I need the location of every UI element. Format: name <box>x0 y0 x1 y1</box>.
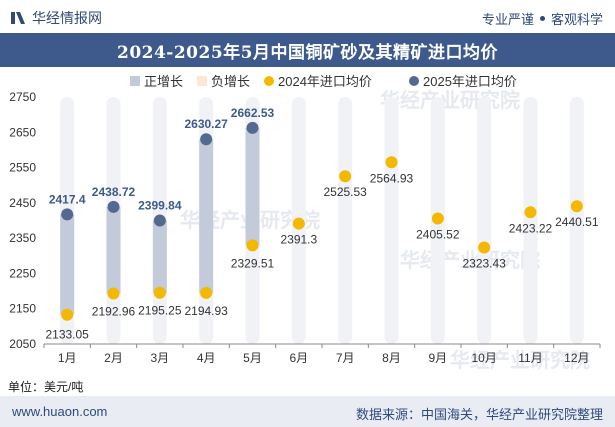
point-2025 <box>61 208 74 221</box>
data-label-2024: 2323.43 <box>462 257 506 271</box>
x-tick-label: 4月 <box>197 351 216 365</box>
data-label-2024: 2405.52 <box>416 228 460 242</box>
column-band <box>569 97 584 344</box>
growth-bar <box>199 139 214 293</box>
legend-label: 正增长 <box>144 74 183 89</box>
x-tick-label: 2月 <box>104 351 123 365</box>
brand-logo-icon <box>11 12 25 24</box>
top-bar: 华经情报网 专业严谨 客观科学 <box>0 0 615 33</box>
legend-swatch <box>197 76 207 86</box>
data-label-2025: 2662.53 <box>231 106 275 120</box>
point-2024 <box>107 287 120 300</box>
growth-bar <box>245 127 260 246</box>
y-tick-label: 2150 <box>9 302 36 316</box>
x-tick-label: 12月 <box>564 351 589 365</box>
data-label-2024: 2391.3 <box>280 233 317 247</box>
column-band <box>338 97 353 344</box>
point-2025 <box>153 214 166 227</box>
point-2024 <box>570 200 583 213</box>
x-tick-label: 10月 <box>471 351 496 365</box>
legend-label: 2025年进口均价 <box>423 74 517 89</box>
data-label-2024: 2192.96 <box>92 305 136 319</box>
legend-marker <box>264 76 274 86</box>
tagline-left: 专业严谨 <box>481 12 534 27</box>
data-source: 数据来源：中国海关，华经产业研究院整理 <box>355 407 603 422</box>
point-2024 <box>524 206 537 219</box>
point-2024 <box>246 239 259 252</box>
x-tick-label: 5月 <box>243 351 262 365</box>
x-tick-label: 9月 <box>428 351 447 365</box>
x-tick-label: 11月 <box>518 351 542 365</box>
website-link[interactable]: www.huaon.com <box>12 404 108 419</box>
point-2024 <box>385 156 398 169</box>
tagline-right: 客观科学 <box>550 12 603 27</box>
chart: 华经产业研究院华经产业研究院华经产业研究院华经产业研究院www.huaon.co… <box>9 74 601 372</box>
y-tick-label: 2350 <box>9 231 36 245</box>
y-tick-label: 2050 <box>9 337 36 351</box>
separator-dot-icon <box>539 16 545 21</box>
x-tick-label: 7月 <box>336 351 355 365</box>
legend-swatch <box>130 76 140 86</box>
watermark-text: 华经产业研究院 <box>380 88 520 112</box>
y-tick-label: 2750 <box>9 90 36 104</box>
data-label-2025: 2630.27 <box>184 117 228 131</box>
brand-name: 华经情报网 <box>32 10 102 26</box>
point-2025 <box>107 200 120 213</box>
column-band <box>384 97 399 344</box>
point-2025 <box>246 121 259 134</box>
legend-label: 2024年进口均价 <box>278 74 372 89</box>
point-2024 <box>153 286 166 299</box>
column-band <box>523 97 538 344</box>
x-tick-label: 1月 <box>58 351 77 365</box>
data-label-2025: 2438.72 <box>92 185 136 199</box>
point-2024 <box>200 286 213 299</box>
brand: 华经情报网 <box>10 8 102 28</box>
watermark-text: 华经产业研究院 <box>450 348 590 372</box>
legend-marker <box>409 76 419 86</box>
data-label-2024: 2564.93 <box>370 171 414 185</box>
point-2024 <box>292 217 305 230</box>
point-2024 <box>61 308 74 321</box>
point-2024 <box>478 241 491 254</box>
title-bar: 2024-2025年5月中国铜矿砂及其精矿进口均价 <box>0 33 615 67</box>
data-label-2024: 2329.51 <box>231 256 275 270</box>
data-label-2024: 2133.05 <box>45 328 89 342</box>
point-2024 <box>431 212 444 225</box>
data-label-2025: 2417.4 <box>49 192 86 206</box>
data-label-2024: 2423.22 <box>509 221 553 235</box>
data-label-2024: 2195.25 <box>138 304 182 318</box>
footer-bar: www.huaon.com 数据来源：中国海关，华经产业研究院整理 <box>0 396 615 427</box>
watermark-text: 华经产业研究院 <box>400 248 540 272</box>
x-tick-label: 3月 <box>150 351 169 365</box>
growth-bar <box>60 214 75 315</box>
point-2025 <box>200 133 213 146</box>
chart-title: 2024-2025年5月中国铜矿砂及其精矿进口均价 <box>116 42 498 63</box>
y-tick-label: 2250 <box>9 266 36 280</box>
tagline: 专业严谨 客观科学 <box>482 9 603 28</box>
x-tick-label: 8月 <box>382 351 401 365</box>
y-tick-label: 2650 <box>9 125 36 139</box>
growth-bar <box>152 220 167 293</box>
legend-label: 负增长 <box>211 74 250 89</box>
column-band <box>477 97 492 344</box>
data-label-2025: 2399.84 <box>138 199 182 213</box>
data-label-2024: 2525.53 <box>323 185 367 199</box>
x-tick-label: 6月 <box>289 351 308 365</box>
unit-label: 单位：美元/吨 <box>8 380 84 394</box>
data-label-2024: 2440.51 <box>555 215 599 229</box>
growth-bar <box>106 206 121 294</box>
y-tick-label: 2450 <box>9 196 36 210</box>
point-2024 <box>339 170 352 183</box>
y-tick-label: 2550 <box>9 161 36 175</box>
data-label-2024: 2194.93 <box>184 304 228 318</box>
